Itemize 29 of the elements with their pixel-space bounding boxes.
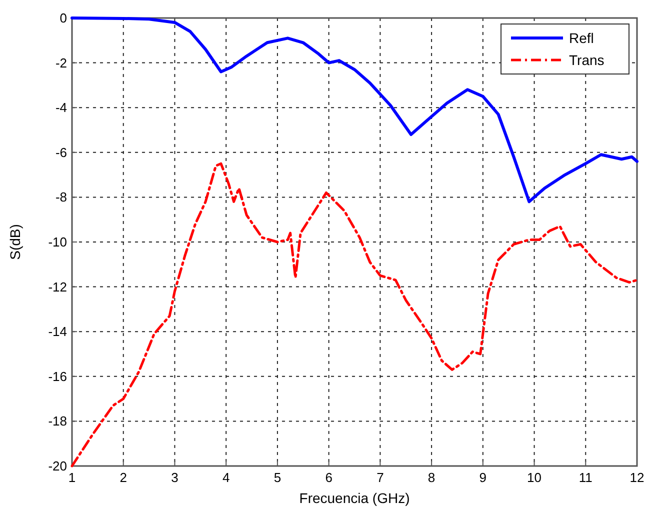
line-series xyxy=(70,16,638,204)
legend-label: Trans xyxy=(569,52,604,68)
y-tick-label: -10 xyxy=(48,234,67,250)
x-tick-label: 3 xyxy=(171,470,178,485)
y-tick-label: 0 xyxy=(60,10,67,26)
x-tick-label: 6 xyxy=(325,470,332,485)
y-tick-label: -6 xyxy=(55,144,67,160)
x-tick-label: 2 xyxy=(120,470,127,485)
line-series xyxy=(70,162,638,468)
y-tick-label: -4 xyxy=(55,100,67,116)
x-axis-title: Frecuencia (GHz) xyxy=(299,490,410,506)
x-tick-label: 5 xyxy=(274,470,282,485)
x-tick-label: 4 xyxy=(222,470,230,485)
x-tick-label: 9 xyxy=(479,470,487,485)
y-tick-label: -20 xyxy=(48,458,67,474)
y-tick-label: -16 xyxy=(48,368,67,384)
y-tick-label: -12 xyxy=(48,279,67,294)
x-tick-label: 10 xyxy=(527,470,542,485)
legend-label: Refl xyxy=(569,30,594,46)
y-tick-label: -8 xyxy=(55,190,67,205)
y-axis-title: S(dB) xyxy=(7,224,23,260)
x-tick-label: 8 xyxy=(428,470,436,485)
x-tick-label: 1 xyxy=(68,470,76,485)
x-tick-label: 11 xyxy=(578,470,592,485)
y-tick-label: -18 xyxy=(48,414,67,429)
y-tick-label: -2 xyxy=(55,55,67,70)
y-tick-label: -14 xyxy=(48,324,67,340)
x-tick-label: 7 xyxy=(376,470,384,485)
x-tick-label: 12 xyxy=(630,470,644,485)
